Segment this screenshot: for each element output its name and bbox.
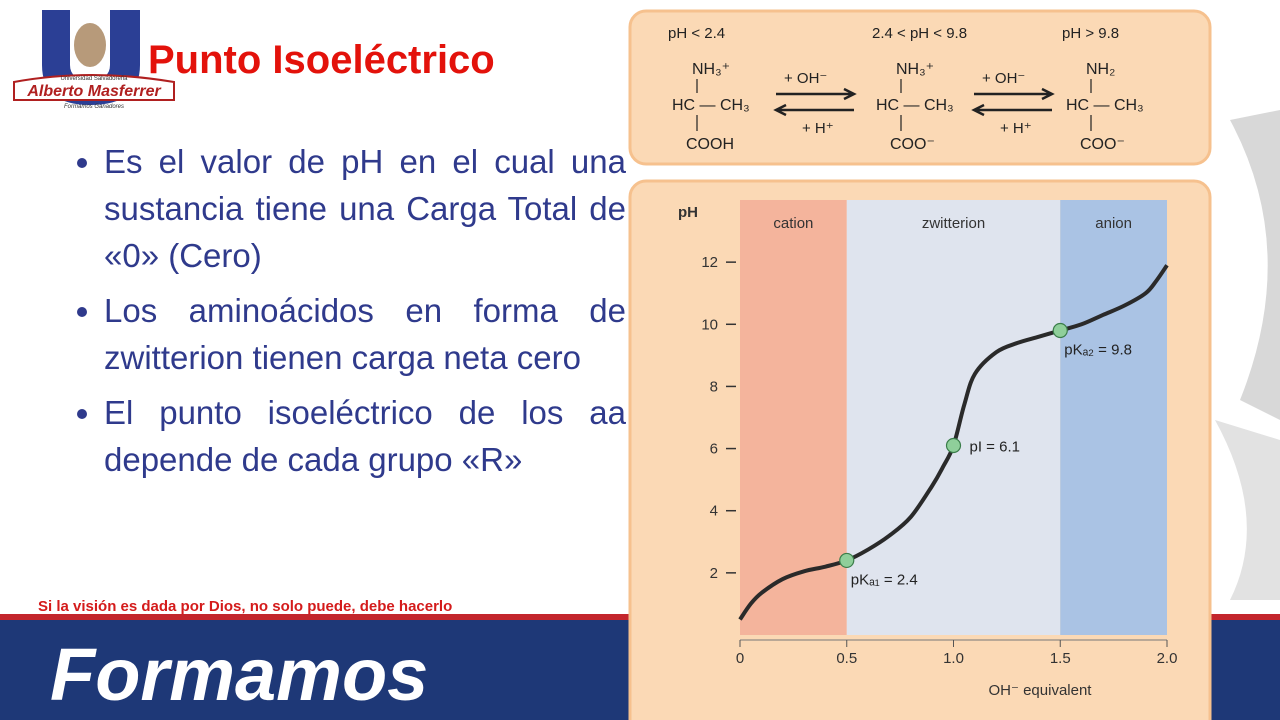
region-label: zwitterion — [922, 215, 985, 232]
ph-condition: 2.4 < pH < 9.8 — [872, 25, 967, 42]
bullet: Es el valor de pH en el cual una sustanc… — [104, 138, 626, 279]
y-axis-label: pH — [678, 204, 698, 221]
decor — [1230, 110, 1280, 420]
backbone: HC — CH₃ — [876, 97, 954, 114]
backbone: HC — CH₃ — [1066, 97, 1144, 114]
forward-reagent: + OH⁻ — [784, 70, 827, 87]
arrow — [773, 103, 854, 117]
ph-condition: pH > 9.8 — [1062, 25, 1119, 42]
footer-quote: Si la visión es dada por Dios, no solo p… — [38, 598, 453, 615]
x-tick-label: 0.5 — [836, 650, 857, 667]
region — [740, 200, 847, 635]
backbone: HC — CH₃ — [672, 97, 750, 114]
amino-group: NH₃⁺ — [896, 61, 934, 78]
forward-reagent: + OH⁻ — [982, 70, 1025, 87]
y-tick-label: 4 — [710, 503, 718, 520]
logo-portrait — [74, 23, 106, 67]
bullet: El punto isoeléctrico de los aa depende … — [104, 389, 626, 483]
decor — [1215, 420, 1280, 600]
y-tick-label: 6 — [710, 441, 718, 458]
arrow — [971, 103, 1052, 117]
titration-chart: cation zwitterion anion 2 4 6 8 10 12 0 0.5 1.0 1.5 2… — [678, 200, 1177, 699]
y-tick-label: 2 — [710, 565, 718, 582]
carboxyl-group: COO⁻ — [890, 136, 935, 153]
x-tick-label: 1.5 — [1050, 650, 1071, 667]
region — [1060, 200, 1167, 635]
region-label: anion — [1095, 215, 1132, 232]
logo-band — [13, 74, 175, 101]
region-label: cation — [773, 215, 813, 232]
carboxyl-group: COO⁻ — [1080, 136, 1125, 153]
x-axis-label: OH⁻ equivalent — [989, 682, 1093, 699]
amino-group: NH₃⁺ — [692, 61, 730, 78]
key-point — [839, 552, 855, 569]
reverse-reagent: + H⁺ — [1000, 120, 1032, 137]
equilibrium: pH < 2.4 NH₃⁺ HC — CH₃ COOH 2.4 < pH < 9.8 NH… — [668, 25, 1144, 153]
y-tick-label: 8 — [710, 378, 718, 395]
arrow — [974, 87, 1055, 101]
y-tick-label: 10 — [701, 316, 718, 333]
x-tick-label: 2.0 — [1157, 650, 1178, 667]
key-point-label: pKₐ₂ = 9.8 — [1064, 342, 1132, 359]
bullet-list: Es el valor de pH en el cual una sustanc… — [78, 138, 626, 491]
region — [846, 200, 1061, 635]
equilibrium-panel — [628, 9, 1212, 166]
carboxyl-group: COOH — [686, 136, 734, 153]
banner-text: Formamos — [50, 633, 428, 716]
arrow — [776, 87, 857, 101]
key-point-label: pI = 6.1 — [970, 438, 1020, 455]
logo-university: Universidad Salvadoreña — [60, 76, 128, 82]
key-point-label: pKₐ₁ = 2.4 — [851, 571, 918, 588]
key-point — [945, 437, 962, 454]
ph-condition: pH < 2.4 — [668, 25, 725, 42]
logo-motto: Formamos Ganadores — [64, 104, 124, 110]
key-point — [1052, 322, 1068, 339]
x-tick-label: 1.0 — [943, 650, 964, 667]
x-tick-label: 0 — [736, 650, 744, 667]
slide-title: Punto Isoeléctrico — [148, 38, 495, 82]
bullet: Los aminoácidos en forma de zwitterion t… — [104, 287, 626, 381]
y-tick-label: 12 — [701, 254, 718, 271]
reverse-reagent: + H⁺ — [802, 120, 834, 137]
logo-name: Alberto Masferrer — [26, 83, 161, 100]
amino-group: NH₂ — [1086, 61, 1115, 78]
